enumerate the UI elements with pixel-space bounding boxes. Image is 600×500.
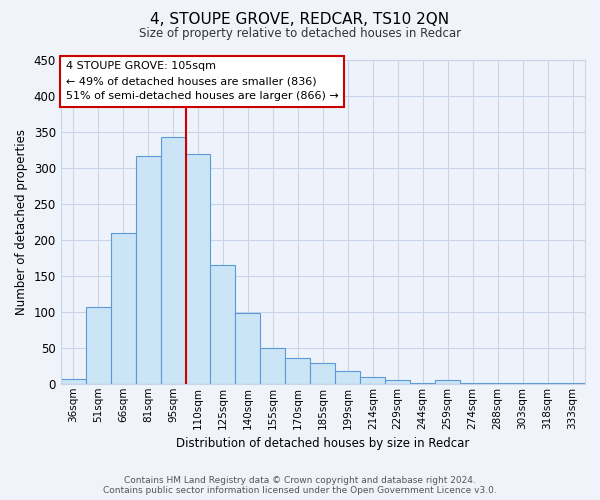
Bar — [360, 378, 385, 384]
Bar — [260, 348, 286, 384]
Bar — [510, 383, 535, 384]
Bar — [310, 363, 335, 384]
Bar — [61, 378, 86, 384]
X-axis label: Distribution of detached houses by size in Redcar: Distribution of detached houses by size … — [176, 437, 470, 450]
Text: 4 STOUPE GROVE: 105sqm
← 49% of detached houses are smaller (836)
51% of semi-de: 4 STOUPE GROVE: 105sqm ← 49% of detached… — [65, 62, 338, 101]
Bar — [286, 358, 310, 384]
Bar — [410, 383, 435, 384]
Bar — [460, 383, 485, 384]
Text: Size of property relative to detached houses in Redcar: Size of property relative to detached ho… — [139, 28, 461, 40]
Y-axis label: Number of detached properties: Number of detached properties — [15, 129, 28, 315]
Text: Contains public sector information licensed under the Open Government Licence v3: Contains public sector information licen… — [103, 486, 497, 495]
Bar — [136, 156, 161, 384]
Bar — [110, 232, 136, 384]
Bar — [535, 383, 560, 384]
Text: Contains HM Land Registry data © Crown copyright and database right 2024.: Contains HM Land Registry data © Crown c… — [124, 476, 476, 485]
Bar — [86, 308, 110, 384]
Bar — [185, 154, 211, 384]
Bar — [435, 380, 460, 384]
Bar — [161, 137, 185, 384]
Text: 4, STOUPE GROVE, REDCAR, TS10 2QN: 4, STOUPE GROVE, REDCAR, TS10 2QN — [151, 12, 449, 28]
Bar — [485, 383, 510, 384]
Bar — [235, 314, 260, 384]
Bar — [385, 380, 410, 384]
Bar — [560, 383, 585, 384]
Bar — [335, 371, 360, 384]
Bar — [211, 265, 235, 384]
